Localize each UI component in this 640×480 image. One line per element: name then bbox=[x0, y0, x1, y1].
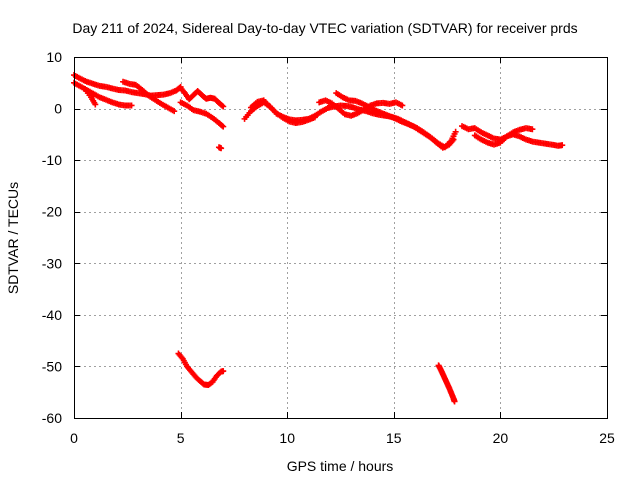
data-point bbox=[128, 102, 135, 109]
series-track-f bbox=[177, 84, 227, 110]
y-tick-labels: 10 0 -10 -20 -30 -40 -50 -60 bbox=[42, 49, 62, 426]
series-track-l bbox=[459, 123, 566, 149]
x-tick-labels: 0 5 10 15 20 25 bbox=[70, 430, 615, 446]
series-track-o bbox=[435, 362, 458, 405]
data-point bbox=[399, 102, 406, 109]
series-track-k bbox=[333, 90, 459, 151]
y-tick-label: -60 bbox=[42, 410, 62, 426]
data-point bbox=[218, 145, 225, 152]
x-axis-label: GPS time / hours bbox=[287, 458, 394, 474]
x-tick-label: 5 bbox=[177, 430, 185, 446]
series-track-m bbox=[471, 125, 536, 148]
data-point bbox=[220, 123, 227, 130]
data-point bbox=[171, 108, 178, 115]
y-tick-label: 10 bbox=[46, 49, 62, 65]
series-track-h bbox=[241, 99, 457, 151]
x-tick-label: 25 bbox=[599, 430, 615, 446]
data-point bbox=[451, 398, 458, 405]
y-tick-label: -10 bbox=[42, 152, 62, 168]
x-tick-label: 15 bbox=[386, 430, 402, 446]
y-tick-label: -20 bbox=[42, 204, 62, 220]
series-track-g bbox=[215, 144, 225, 152]
data-point bbox=[92, 101, 99, 108]
data-points bbox=[71, 72, 566, 405]
data-point bbox=[220, 103, 227, 110]
series-track-b bbox=[71, 79, 135, 109]
x-tick-label: 20 bbox=[493, 430, 509, 446]
chart-title: Day 211 of 2024, Sidereal Day-to-day VTE… bbox=[72, 20, 577, 36]
data-point bbox=[311, 114, 318, 121]
data-point bbox=[220, 368, 227, 375]
series-track-n bbox=[175, 350, 227, 388]
y-axis-label: SDTVAR / TECUs bbox=[5, 182, 21, 294]
y-tick-label: -50 bbox=[42, 358, 62, 374]
series-track-d bbox=[120, 78, 178, 115]
x-tick-label: 0 bbox=[70, 430, 78, 446]
data-point bbox=[529, 126, 536, 133]
series-track-e bbox=[177, 99, 227, 130]
y-tick-label: -40 bbox=[42, 307, 62, 323]
series-track-i bbox=[247, 97, 318, 127]
data-point bbox=[219, 102, 226, 109]
series-track-j bbox=[316, 97, 406, 119]
plot-frame bbox=[74, 57, 608, 419]
y-tick-label: 0 bbox=[54, 101, 62, 117]
data-point bbox=[219, 122, 226, 129]
x-tick-label: 10 bbox=[279, 430, 295, 446]
data-point bbox=[559, 142, 566, 149]
series-track-c bbox=[81, 85, 99, 108]
data-point bbox=[452, 128, 459, 135]
y-tick-label: -30 bbox=[42, 255, 62, 271]
